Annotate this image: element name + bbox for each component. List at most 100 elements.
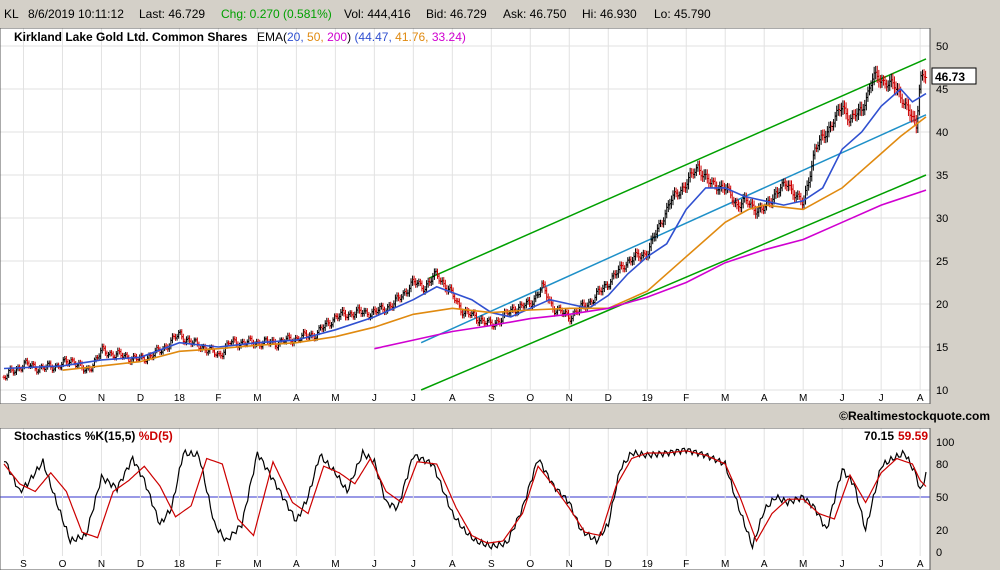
- stoch-x-tick: O: [526, 559, 534, 570]
- ema20-period: 20,: [287, 30, 304, 44]
- stoch-x-tick: J: [879, 559, 884, 570]
- stoch-x-tick: F: [215, 559, 221, 570]
- price-y-tick: 10: [936, 385, 948, 397]
- stoch-x-tick: M: [331, 559, 339, 570]
- price-x-tick: 19: [642, 393, 654, 404]
- price-y-tick: 30: [936, 213, 948, 225]
- price-y-tick: 35: [936, 170, 948, 182]
- price-x-tick: J: [372, 393, 377, 404]
- stoch-x-tick: A: [293, 559, 300, 570]
- low-label: Lo: 45.790: [654, 7, 711, 21]
- price-x-tick: A: [917, 393, 924, 404]
- price-x-tick: F: [215, 393, 221, 404]
- stoch-x-tick: A: [449, 559, 456, 570]
- stoch-d-value: 59.59: [898, 429, 928, 443]
- svg-text:Stochastics %K(15,5) %D(5): Stochastics %K(15,5) %D(5): [14, 429, 173, 443]
- price-x-tick: J: [411, 393, 416, 404]
- price-x-tick: N: [566, 393, 573, 404]
- trendline: [420, 114, 927, 344]
- price-x-tick: A: [761, 393, 768, 404]
- stoch-x-tick: A: [917, 559, 924, 570]
- symbol-label: KL: [4, 7, 19, 21]
- price-y-tick: 50: [936, 41, 948, 53]
- price-x-tick: M: [799, 393, 807, 404]
- price-bar: [924, 70, 928, 84]
- quote-bar: KL 8/6/2019 10:11:12 Last: 46.729 Chg: 0…: [0, 0, 1000, 28]
- ema200-period: 200: [327, 30, 347, 44]
- stoch-x-tick: N: [98, 559, 105, 570]
- stoch-x-tick: S: [20, 559, 27, 570]
- price-x-tick: D: [137, 393, 144, 404]
- price-x-tick: O: [526, 393, 534, 404]
- stoch-y-tick: 20: [936, 525, 948, 537]
- stoch-x-tick: D: [137, 559, 144, 570]
- stoch-x-tick: 19: [642, 559, 654, 570]
- chart-title: Kirkland Lake Gold Ltd. Common Shares: [14, 30, 248, 44]
- stoch-y-tick: 80: [936, 459, 948, 471]
- high-label: Hi: 46.930: [582, 7, 637, 21]
- ema-200-line: [374, 189, 927, 350]
- price-y-tick: 45: [936, 84, 948, 96]
- price-x-tick: S: [20, 393, 27, 404]
- stoch-k-line: [3, 447, 927, 551]
- ema50-value: 41.76,: [395, 30, 428, 44]
- price-x-tick: M: [253, 393, 261, 404]
- volume-label: Vol: 444,416: [344, 7, 411, 21]
- ema-label: EMA(: [257, 30, 287, 44]
- price-x-tick: D: [605, 393, 612, 404]
- price-x-tick: J: [840, 393, 845, 404]
- stoch-x-tick: M: [721, 559, 729, 570]
- ask-label: Ask: 46.750: [503, 7, 567, 21]
- stoch-x-tick: 18: [174, 559, 186, 570]
- stoch-x-tick: J: [411, 559, 416, 570]
- price-x-tick: M: [721, 393, 729, 404]
- datetime-label: 8/6/2019 10:11:12: [28, 7, 124, 21]
- price-x-tick: M: [331, 393, 339, 404]
- price-x-tick: 18: [174, 393, 186, 404]
- ema-50-line: [62, 116, 927, 371]
- price-y-tick: 25: [936, 256, 948, 268]
- svg-text:EMA(20, 50, 200) (44.47, 41.: EMA(20, 50, 200) (44.47, 41.76, 33.24): [257, 30, 466, 44]
- stoch-x-tick: S: [488, 559, 495, 570]
- stoch-y-tick: 50: [936, 492, 948, 504]
- price-y-tick: 40: [936, 127, 948, 139]
- watermark-bar: ©Realtimestockquote.com: [0, 404, 1000, 428]
- ema-close-paren: ): [347, 30, 351, 44]
- price-x-tick: F: [683, 393, 689, 404]
- price-x-tick: A: [293, 393, 300, 404]
- stoch-title: Stochastics %K(15,5): [14, 429, 135, 443]
- price-x-tick: A: [449, 393, 456, 404]
- ema50-period: 50,: [307, 30, 324, 44]
- stoch-x-tick: A: [761, 559, 768, 570]
- price-y-tick: 20: [936, 299, 948, 311]
- ema20-value: (44.47,: [354, 30, 391, 44]
- watermark: ©Realtimestockquote.com: [839, 409, 990, 423]
- price-x-tick: O: [59, 393, 67, 404]
- stoch-x-tick: M: [799, 559, 807, 570]
- price-x-tick: N: [98, 393, 105, 404]
- price-x-tick: J: [879, 393, 884, 404]
- stoch-x-tick: J: [372, 559, 377, 570]
- stoch-d-line: [3, 450, 927, 544]
- stoch-k-value: 70.15: [864, 429, 894, 443]
- stoch-x-tick: N: [566, 559, 573, 570]
- stoch-d-label: %D(5): [139, 429, 173, 443]
- stochastics-chart[interactable]: 0 20 50 80 100 S O N D 18 F M A M J J A S O N D 19 F M A M J J A St…: [0, 428, 1000, 570]
- stoch-x-tick: J: [840, 559, 845, 570]
- last-value-label: 46.73: [935, 70, 965, 84]
- stoch-x-tick: F: [683, 559, 689, 570]
- stoch-x-tick: D: [605, 559, 612, 570]
- channel-lower: [420, 174, 927, 391]
- price-x-tick: S: [488, 393, 495, 404]
- price-chart[interactable]: 10 15 20 25 30 35 40 45 50 S O N D 18 F M A M J J A S O N D 19 F M…: [0, 28, 1000, 404]
- change-label: Chg: 0.270 (0.581%): [221, 7, 332, 21]
- last-value-box: [931, 67, 977, 85]
- ema200-value: 33.24): [432, 30, 466, 44]
- price-y-tick: 15: [936, 342, 948, 354]
- stoch-y-tick: 0: [936, 547, 942, 559]
- bid-label: Bid: 46.729: [426, 7, 487, 21]
- stoch-y-tick: 100: [936, 437, 954, 449]
- last-price-label: Last: 46.729: [139, 7, 206, 21]
- stoch-x-tick: M: [253, 559, 261, 570]
- channel-upper: [428, 58, 927, 279]
